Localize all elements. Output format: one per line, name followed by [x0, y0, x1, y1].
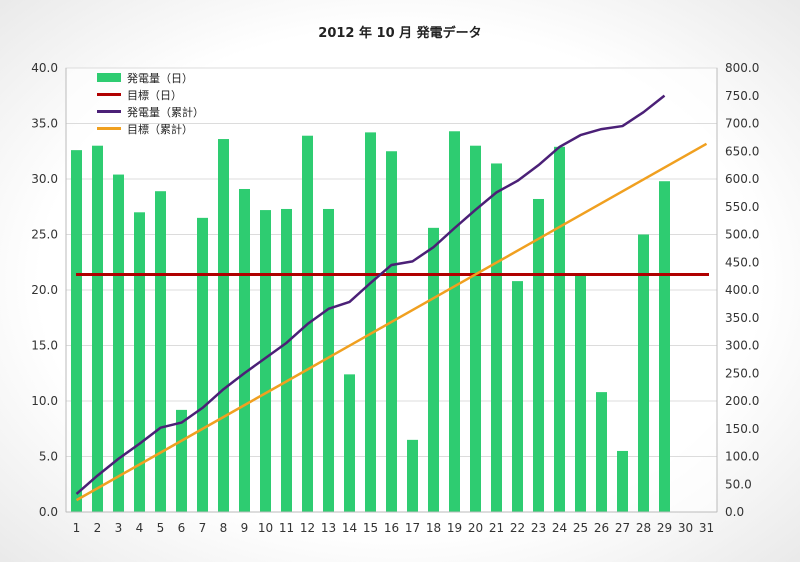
- x-tick-label: 27: [615, 521, 630, 535]
- legend-swatch-daily-generation: [97, 73, 121, 82]
- bar-daily-generation: [407, 439, 418, 512]
- y-right-tick-label: 450.0: [725, 255, 759, 269]
- x-tick-label: 29: [657, 521, 672, 535]
- x-tick-label: 6: [178, 521, 186, 535]
- y-right-tick-label: 700.0: [725, 117, 759, 131]
- legend-label: 発電量（日）: [127, 71, 193, 85]
- chart-title: 2012 年 10 月 発電データ: [318, 25, 481, 41]
- bar-daily-generation: [218, 139, 229, 513]
- x-tick-label: 10: [258, 521, 273, 535]
- y-left-tick-label: 20.0: [31, 283, 58, 297]
- bar-daily-generation: [386, 151, 397, 512]
- y-right-tick-label: 300.0: [725, 339, 759, 353]
- bar-daily-generation: [512, 281, 523, 512]
- y-right-tick-label: 150.0: [725, 422, 759, 436]
- x-tick-label: 1: [73, 521, 81, 535]
- y-right-tick-label: 400.0: [725, 283, 759, 297]
- y-left-tick-label: 15.0: [31, 339, 58, 353]
- plot-area: 0.0 5.0 10.0 15.0 20.0 25.0 30.0 35.0 40.0 0.0 50.…: [31, 61, 759, 535]
- bar-daily-generation: [281, 208, 292, 512]
- bar-daily-generation: [71, 150, 82, 512]
- bar-daily-generation: [197, 217, 208, 512]
- x-tick-label: 26: [594, 521, 609, 535]
- bar-daily-generation: [638, 234, 649, 512]
- x-tick-label: 12: [300, 521, 315, 535]
- y-right-tick-label: 800.0: [725, 61, 759, 75]
- x-tick-label: 11: [279, 521, 294, 535]
- y-right-tick-label: 500.0: [725, 228, 759, 242]
- y-right-tick-label: 250.0: [725, 366, 759, 380]
- x-tick-label: 21: [489, 521, 504, 535]
- bar-daily-generation: [596, 392, 607, 512]
- bar-daily-generation: [155, 191, 166, 512]
- legend-label: 発電量（累計）: [127, 105, 204, 119]
- bar-daily-generation: [344, 374, 355, 512]
- x-tick-label: 22: [510, 521, 525, 535]
- x-tick-label: 2: [94, 521, 102, 535]
- bar-daily-generation: [239, 188, 250, 513]
- x-tick-label: 3: [115, 521, 123, 535]
- y-right-tick-label: 50.0: [725, 477, 752, 491]
- bar-daily-generation: [533, 198, 544, 513]
- legend-label: 目標（累計）: [127, 122, 193, 136]
- bar-daily-generation: [176, 409, 187, 512]
- x-tick-label: 4: [136, 521, 144, 535]
- y-left-tick-label: 25.0: [31, 228, 58, 242]
- bar-daily-generation: [134, 212, 145, 513]
- y-right-tick-label: 550.0: [725, 200, 759, 214]
- x-tick-label: 24: [552, 521, 567, 535]
- y-right-tick-label: 600.0: [725, 172, 759, 186]
- x-tick-label: 25: [573, 521, 588, 535]
- y-left-tick-label: 0.0: [39, 505, 58, 519]
- x-tick-label: 30: [678, 521, 693, 535]
- bar-daily-generation: [449, 131, 460, 512]
- y-left-tick-label: 10.0: [31, 394, 58, 408]
- bar-daily-generation: [491, 163, 502, 512]
- bar-daily-generation: [554, 146, 565, 512]
- x-tick-label: 5: [157, 521, 165, 535]
- x-tick-label: 31: [699, 521, 714, 535]
- x-tick-label: 16: [384, 521, 399, 535]
- bar-daily-generation: [659, 181, 670, 512]
- line-cumulative-target: [75, 142, 708, 502]
- y-right-tick-label: 100.0: [725, 450, 759, 464]
- x-tick-label: 28: [636, 521, 651, 535]
- x-tick-label: 9: [241, 521, 249, 535]
- y-left-tick-label: 30.0: [31, 172, 58, 186]
- bar-daily-generation: [365, 132, 376, 512]
- x-tick-label: 15: [363, 521, 378, 535]
- x-tick-label: 17: [405, 521, 420, 535]
- bar-daily-generation: [428, 227, 439, 512]
- legend-label: 目標（日）: [127, 88, 182, 102]
- bar-daily-generation: [617, 450, 628, 512]
- x-tick-label: 18: [426, 521, 441, 535]
- bar-daily-generation: [575, 275, 586, 512]
- y-left-tick-label: 5.0: [39, 450, 58, 464]
- x-tick-label: 20: [468, 521, 483, 535]
- bar-daily-generation: [323, 208, 334, 512]
- x-tick-label: 14: [342, 521, 357, 535]
- bar-daily-generation: [470, 145, 481, 512]
- y-left-tick-label: 35.0: [31, 117, 58, 131]
- y-right-tick-label: 350.0: [725, 311, 759, 325]
- x-tick-label: 23: [531, 521, 546, 535]
- y-right-tick-label: 650.0: [725, 144, 759, 158]
- y-right-tick-label: 0.0: [725, 505, 744, 519]
- x-tick-label: 7: [199, 521, 207, 535]
- x-tick-label: 8: [220, 521, 228, 535]
- bar-daily-generation: [92, 145, 103, 512]
- y-right-tick-label: 200.0: [725, 394, 759, 408]
- y-right-tick-label: 750.0: [725, 89, 759, 103]
- x-tick-label: 19: [447, 521, 462, 535]
- bar-daily-generation: [260, 210, 271, 512]
- line-cumulative-generation: [75, 94, 666, 495]
- bar-daily-generation: [113, 174, 124, 512]
- legend: 発電量（日） 目標（日） 発電量（累計） 目標（累計）: [97, 71, 204, 136]
- x-tick-label: 13: [321, 521, 336, 535]
- y-left-tick-label: 40.0: [31, 61, 58, 75]
